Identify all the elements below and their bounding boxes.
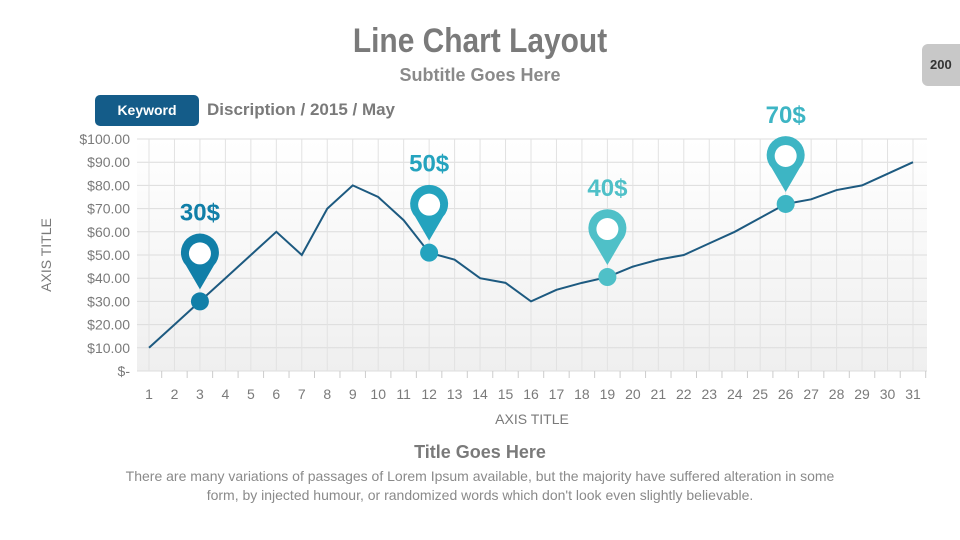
x-tick-label: 11: [396, 386, 411, 402]
x-tick-label: 27: [803, 386, 819, 402]
page-title: Line Chart Layout: [352, 22, 608, 60]
x-tick-label: 22: [676, 386, 692, 402]
y-tick-label: $70.00: [87, 201, 130, 217]
value-annotation: 70$: [766, 102, 807, 129]
x-tick-label: 26: [778, 386, 794, 402]
x-tick-label: 8: [323, 386, 331, 402]
y-tick-label: $50.00: [87, 247, 130, 263]
y-tick-label: $40.00: [87, 270, 130, 286]
x-tick-label: 13: [447, 386, 463, 402]
x-tick-label: 30: [880, 386, 896, 402]
x-tick-label: 18: [574, 386, 590, 402]
x-tick-label: 1: [145, 386, 153, 402]
footer-body: There are many variations of passages of…: [125, 468, 835, 503]
x-tick-label: 29: [854, 386, 870, 402]
x-tick-label: 23: [701, 386, 717, 402]
x-tick-label: 2: [171, 386, 179, 402]
map-pin-hole: [774, 144, 797, 167]
y-axis-title: AXIS TITLE: [38, 218, 54, 292]
line-chart: $- $10.00 $20.00 $30.00 $40.00 $50.00 $60.00 $7…: [38, 102, 927, 427]
x-tick-label: 21: [651, 386, 667, 402]
page-subtitle: Subtitle Goes Here: [399, 65, 561, 85]
footer-title: Title Goes Here: [414, 442, 546, 462]
x-tick-label: 3: [196, 386, 204, 402]
map-pin-hole: [596, 218, 619, 241]
x-axis-title: AXIS TITLE: [495, 411, 569, 427]
data-point-marker: [190, 292, 209, 311]
x-tick-label: 9: [349, 386, 357, 402]
y-tick-label: $-: [118, 363, 131, 379]
y-tick-label: $60.00: [87, 224, 130, 240]
x-tick-label: 14: [472, 386, 488, 402]
map-pin-hole: [418, 193, 441, 216]
x-tick-label: 4: [222, 386, 230, 402]
x-tick-label: 24: [727, 386, 743, 402]
keyword-button[interactable]: Keyword: [95, 95, 199, 126]
x-tick-label: 6: [272, 386, 280, 402]
x-tick-label: 31: [905, 386, 921, 402]
x-tick-label: 12: [421, 386, 437, 402]
data-point-marker: [776, 194, 795, 213]
value-annotation: 30$: [180, 199, 221, 226]
value-annotation: 50$: [409, 151, 450, 178]
x-tick-label: 25: [752, 386, 768, 402]
y-tick-label: $30.00: [87, 293, 130, 309]
y-tick-label: $80.00: [87, 177, 130, 193]
y-tick-label: $90.00: [87, 154, 130, 170]
x-tick-label: 19: [600, 386, 616, 402]
map-pin-hole: [188, 242, 211, 265]
x-tick-label: 28: [829, 386, 845, 402]
data-point-marker: [420, 243, 439, 262]
x-tick-label: 17: [549, 386, 565, 402]
x-tick-label: 15: [498, 386, 514, 402]
value-annotation: 40$: [587, 175, 628, 202]
x-tick-label: 7: [298, 386, 306, 402]
x-tick-label: 10: [370, 386, 386, 402]
page-number-badge: 200: [922, 44, 960, 86]
x-tick-label: 16: [523, 386, 539, 402]
y-tick-label: $100.00: [79, 131, 130, 147]
y-tick-label: $20.00: [87, 317, 130, 333]
x-tick-label: 20: [625, 386, 641, 402]
y-tick-label: $10.00: [87, 340, 130, 356]
keyword-description: Discription / 2015 / May: [207, 100, 396, 119]
data-point-marker: [598, 268, 617, 287]
x-tick-label: 5: [247, 386, 255, 402]
